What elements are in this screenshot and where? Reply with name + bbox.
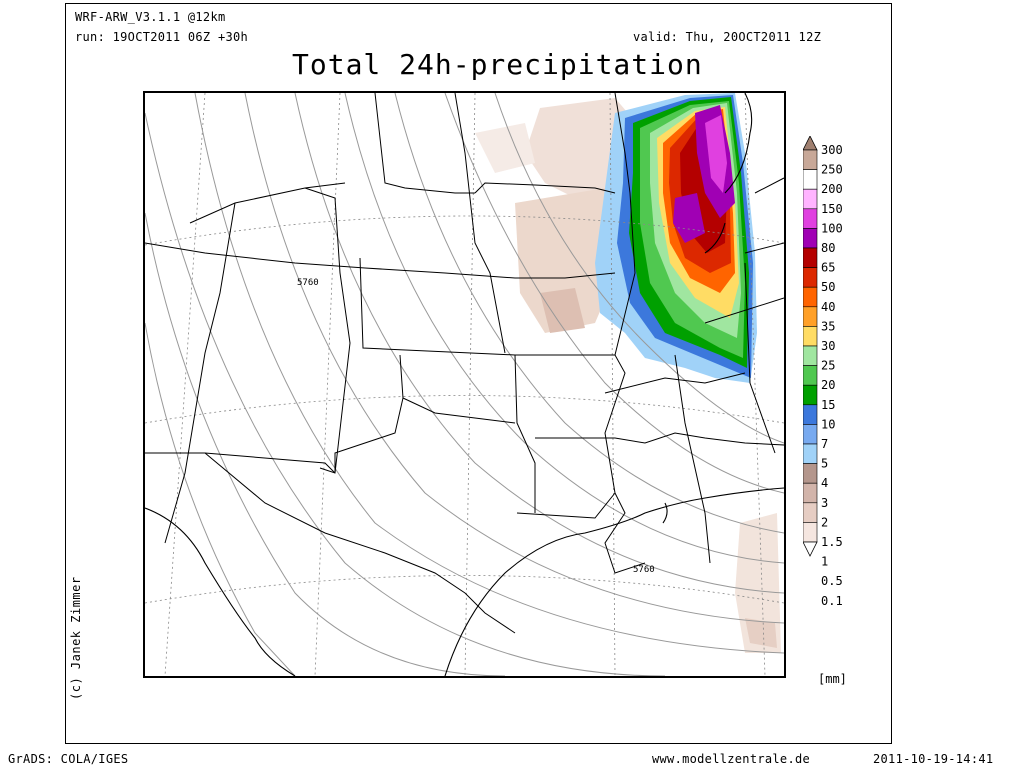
legend-label: 1.5 bbox=[821, 535, 843, 549]
legend-label: 2 bbox=[821, 515, 828, 529]
legend-swatch bbox=[802, 502, 818, 523]
legend-swatch bbox=[802, 247, 818, 268]
legend-swatch bbox=[802, 443, 818, 464]
legend-swatch bbox=[802, 522, 818, 543]
legend-swatch bbox=[802, 326, 818, 347]
legend-label: 80 bbox=[821, 241, 835, 255]
footer-timestamp: 2011-10-19-14:41 bbox=[873, 752, 994, 766]
figure-frame bbox=[65, 3, 892, 744]
color-legend: 300 250 200 150 100 80 65 50 40 35 30 25 20 15 10 7 5 4 3 2… bbox=[802, 135, 883, 636]
legend-label: 20 bbox=[821, 378, 835, 392]
footer-website: www.modellzentrale.de bbox=[652, 752, 811, 766]
legend-label: 7 bbox=[821, 437, 828, 451]
footer-software: GrADS: COLA/IGES bbox=[8, 752, 129, 766]
legend-top-arrow bbox=[802, 135, 818, 151]
legend-swatch bbox=[802, 149, 818, 170]
legend-swatch bbox=[802, 384, 818, 406]
precipitation-map: 5760 5760 bbox=[143, 91, 786, 678]
legend-swatch bbox=[802, 208, 818, 229]
legend-swatch bbox=[802, 463, 818, 484]
legend-label: 25 bbox=[821, 359, 835, 373]
author-credit: (c) Janek Zimmer bbox=[69, 576, 83, 700]
run-label: run: 19OCT2011 06Z +30h bbox=[75, 30, 249, 44]
coastline bbox=[145, 93, 784, 676]
legend-swatch bbox=[802, 228, 818, 249]
precip-band bbox=[595, 93, 757, 383]
map-title: Total 24h-precipitation bbox=[292, 48, 703, 81]
legend-label: 0.5 bbox=[821, 574, 843, 588]
legend-swatch bbox=[802, 424, 818, 445]
legend-label: 100 bbox=[821, 221, 843, 235]
legend-label: 65 bbox=[821, 261, 835, 275]
legend-swatch bbox=[802, 169, 818, 190]
state-borders bbox=[145, 93, 784, 634]
legend-swatch bbox=[802, 404, 818, 425]
legend-label: 40 bbox=[821, 300, 835, 314]
legend-label: 30 bbox=[821, 339, 835, 353]
legend-bottom-arrow bbox=[802, 541, 818, 557]
legend-swatch bbox=[802, 267, 818, 288]
contour-label: 5760 bbox=[633, 565, 655, 575]
legend-swatch bbox=[802, 188, 818, 210]
legend-label: 250 bbox=[821, 163, 843, 177]
map-canvas: 5760 5760 bbox=[145, 93, 784, 676]
legend-label: 15 bbox=[821, 398, 835, 412]
legend-label: 4 bbox=[821, 476, 828, 490]
legend-swatch bbox=[802, 345, 818, 366]
lat-lon-grid bbox=[145, 93, 784, 676]
legend-label: 50 bbox=[821, 280, 835, 294]
valid-label: valid: Thu, 20OCT2011 12Z bbox=[633, 30, 822, 44]
legend-label: 0.1 bbox=[821, 594, 843, 608]
legend-label: 300 bbox=[821, 143, 843, 157]
legend-unit: [mm] bbox=[818, 672, 847, 686]
legend-label: 1 bbox=[821, 555, 828, 569]
height-contours bbox=[145, 93, 784, 676]
legend-label: 10 bbox=[821, 417, 835, 431]
legend-label: 3 bbox=[821, 496, 828, 510]
legend-swatch bbox=[802, 286, 818, 308]
legend-label: 200 bbox=[821, 182, 843, 196]
legend-label: 5 bbox=[821, 457, 828, 471]
legend-swatch bbox=[802, 365, 818, 386]
legend-colorbar: 300 250 200 150 100 80 65 50 40 35 30 25 20 15 10 7 5 4 3 2… bbox=[802, 135, 843, 608]
contour-label: 5760 bbox=[297, 278, 319, 288]
legend-swatch bbox=[802, 306, 818, 327]
legend-swatch bbox=[802, 482, 818, 504]
legend-label: 150 bbox=[821, 202, 843, 216]
model-label: WRF-ARW_V3.1.1 @12km bbox=[75, 10, 226, 24]
legend-label: 35 bbox=[821, 319, 835, 333]
